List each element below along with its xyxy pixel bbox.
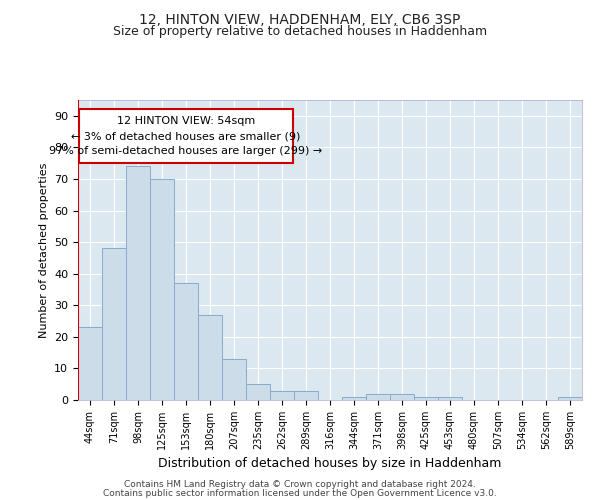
Bar xyxy=(78,328,102,400)
Bar xyxy=(246,384,270,400)
Bar xyxy=(342,397,366,400)
Text: ← 3% of detached houses are smaller (9): ← 3% of detached houses are smaller (9) xyxy=(71,132,301,141)
Bar xyxy=(222,359,246,400)
Text: Size of property relative to detached houses in Haddenham: Size of property relative to detached ho… xyxy=(113,25,487,38)
Bar xyxy=(174,283,198,400)
Y-axis label: Number of detached properties: Number of detached properties xyxy=(38,162,49,338)
Text: 12 HINTON VIEW: 54sqm: 12 HINTON VIEW: 54sqm xyxy=(117,116,255,126)
Bar xyxy=(438,397,462,400)
X-axis label: Distribution of detached houses by size in Haddenham: Distribution of detached houses by size … xyxy=(158,458,502,470)
Bar xyxy=(294,390,318,400)
Text: 97% of semi-detached houses are larger (299) →: 97% of semi-detached houses are larger (… xyxy=(49,146,323,156)
Bar xyxy=(126,166,150,400)
Bar xyxy=(414,397,438,400)
Bar xyxy=(198,314,222,400)
Bar xyxy=(366,394,390,400)
Text: Contains public sector information licensed under the Open Government Licence v3: Contains public sector information licen… xyxy=(103,489,497,498)
Bar xyxy=(558,397,582,400)
Text: Contains HM Land Registry data © Crown copyright and database right 2024.: Contains HM Land Registry data © Crown c… xyxy=(124,480,476,489)
Bar xyxy=(270,390,294,400)
Bar xyxy=(79,110,293,163)
Bar xyxy=(102,248,126,400)
Bar xyxy=(150,179,174,400)
Bar xyxy=(390,394,414,400)
Text: 12, HINTON VIEW, HADDENHAM, ELY, CB6 3SP: 12, HINTON VIEW, HADDENHAM, ELY, CB6 3SP xyxy=(139,12,461,26)
